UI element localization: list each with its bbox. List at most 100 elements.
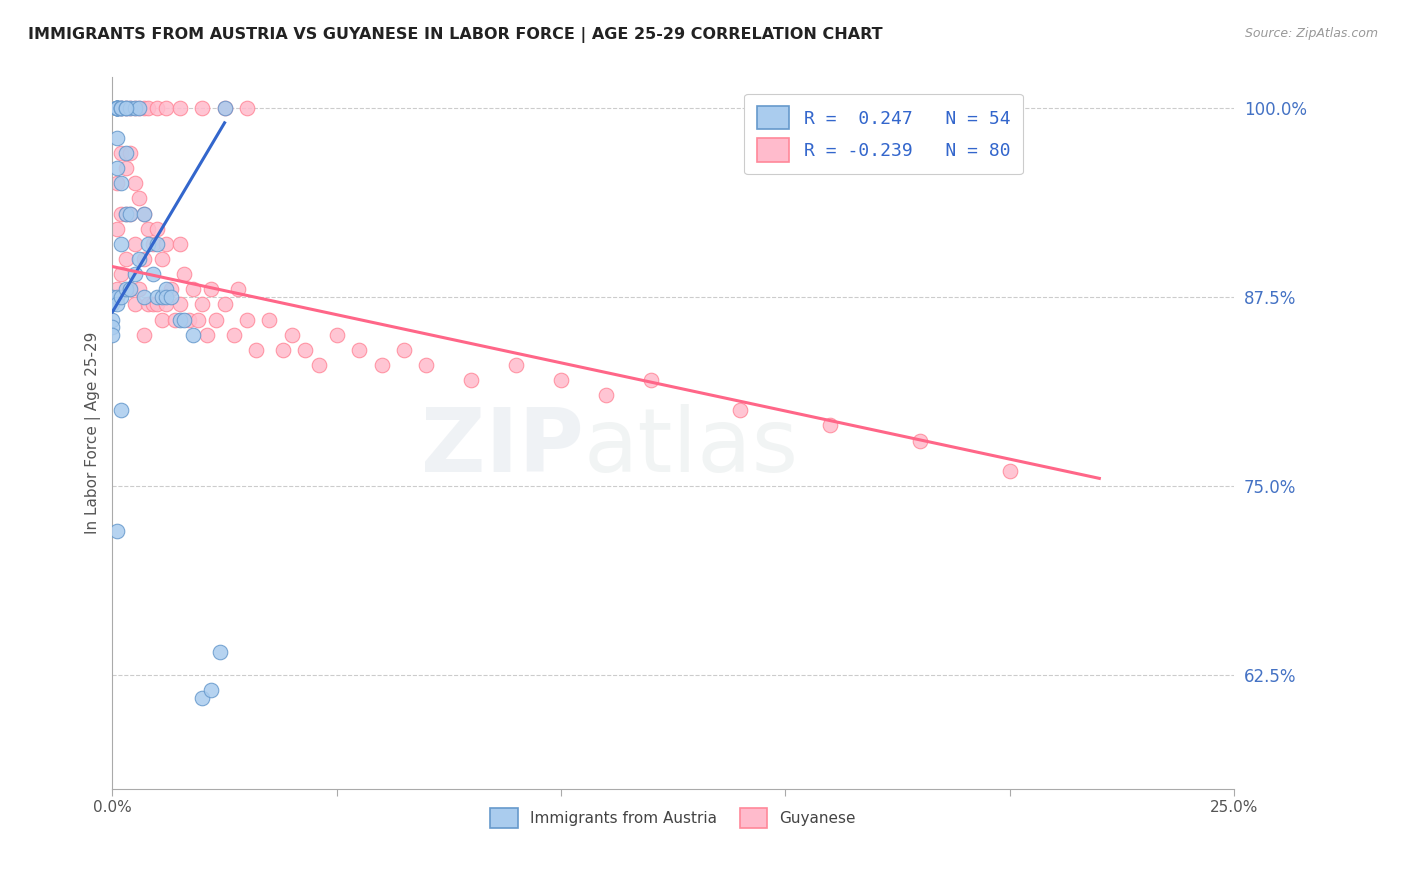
Point [236,312,259,326]
Point [159,282,181,296]
Point [200,683,222,698]
Point [222,327,245,342]
Point [214,101,236,115]
Point [150,252,173,266]
Point [169,312,191,326]
Point [142,267,165,281]
Point [101,312,124,326]
Point [120,101,142,115]
Point [155,236,177,251]
Point [105,290,128,304]
Point [998,464,1021,478]
Point [191,297,214,311]
Point [155,101,177,115]
Point [110,101,132,115]
Point [105,131,128,145]
Point [115,206,138,220]
Point [110,101,132,115]
Point [110,403,132,417]
Point [392,343,415,357]
Point [146,236,169,251]
Text: IMMIGRANTS FROM AUSTRIA VS GUYANESE IN LABOR FORCE | AGE 25-29 CORRELATION CHART: IMMIGRANTS FROM AUSTRIA VS GUYANESE IN L… [28,27,883,43]
Legend: Immigrants from Austria, Guyanese: Immigrants from Austria, Guyanese [484,803,862,834]
Point [115,101,138,115]
Point [124,177,146,191]
Text: atlas: atlas [583,404,799,491]
Point [124,101,146,115]
Point [271,343,294,357]
Point [105,101,128,115]
Point [146,101,169,115]
Point [204,312,226,326]
Point [195,327,218,342]
Point [110,206,132,220]
Point [120,146,142,161]
Point [159,290,181,304]
Point [142,297,165,311]
Point [105,101,128,115]
Point [132,327,155,342]
Point [128,252,150,266]
Point [165,312,187,326]
Y-axis label: In Labor Force | Age 25-29: In Labor Force | Age 25-29 [86,332,101,534]
Point [818,418,841,433]
Point [200,282,222,296]
Point [187,312,209,326]
Point [132,252,155,266]
Point [105,101,128,115]
Point [150,312,173,326]
Point [115,101,138,115]
Point [132,290,155,304]
Point [110,146,132,161]
Point [245,343,267,357]
Point [505,358,527,372]
Point [115,146,138,161]
Point [120,206,142,220]
Point [595,388,617,402]
Point [115,282,138,296]
Point [173,267,195,281]
Point [347,343,370,357]
Point [120,282,142,296]
Point [105,101,128,115]
Point [146,221,169,235]
Point [124,101,146,115]
Point [214,297,236,311]
Point [120,206,142,220]
Point [132,206,155,220]
Point [132,206,155,220]
Point [105,101,128,115]
Point [142,236,165,251]
Point [101,290,124,304]
Point [110,290,132,304]
Point [128,101,150,115]
Point [115,101,138,115]
Point [136,236,159,251]
Point [146,290,169,304]
Point [132,101,155,115]
Point [730,403,752,417]
Point [110,236,132,251]
Point [110,101,132,115]
Point [146,297,169,311]
Point [124,267,146,281]
Text: Source: ZipAtlas.com: Source: ZipAtlas.com [1244,27,1378,40]
Point [550,373,572,387]
Point [370,358,392,372]
Point [155,282,177,296]
Point [105,101,128,115]
Point [640,373,662,387]
Point [191,101,214,115]
Point [415,358,437,372]
Point [136,221,159,235]
Point [128,101,150,115]
Point [128,282,150,296]
Point [101,290,124,304]
Text: ZIP: ZIP [420,404,583,491]
Point [209,645,232,659]
Point [124,297,146,311]
Point [136,297,159,311]
Point [101,320,124,334]
Point [115,206,138,220]
Point [110,101,132,115]
